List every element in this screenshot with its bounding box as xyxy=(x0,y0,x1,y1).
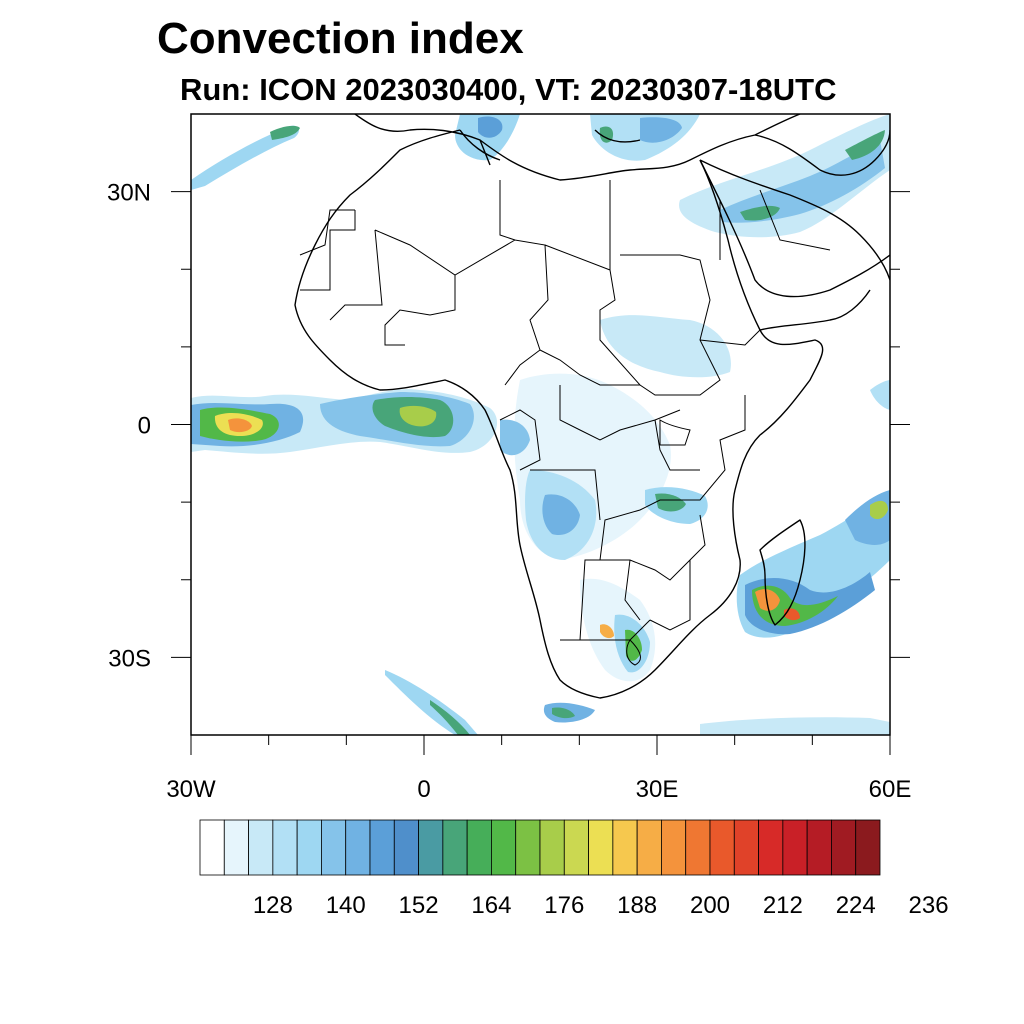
shading-blob xyxy=(625,629,642,661)
colorbar-label: 176 xyxy=(544,892,584,919)
shading-blob xyxy=(191,125,299,190)
run-subtitle: Run: ICON 2023030400, VT: 20230307-18UTC xyxy=(180,72,837,107)
shading-blob xyxy=(478,116,503,138)
colorbar-label: 164 xyxy=(471,892,511,919)
shading-blob xyxy=(655,493,686,512)
arabia-border xyxy=(719,189,831,260)
colorbar-swatch xyxy=(296,819,322,876)
shading-blob xyxy=(700,717,890,735)
colorbar-swatch xyxy=(491,819,517,876)
colorbar-label: 188 xyxy=(617,892,657,919)
africa-coastline xyxy=(294,114,824,699)
x-tick-label: 30W xyxy=(166,776,216,803)
italy-coast xyxy=(459,129,501,166)
colorbar-label: 152 xyxy=(399,892,439,919)
colorbar-swatch xyxy=(636,819,662,876)
colorbar-swatch xyxy=(393,819,419,876)
shading-blob xyxy=(228,418,252,433)
shading-blob xyxy=(500,419,530,456)
shading-blob xyxy=(640,117,682,143)
colorbar-swatch xyxy=(199,819,225,876)
shading-blob xyxy=(755,589,780,611)
map-title: Convection index xyxy=(157,14,524,63)
x-tick-label: 60E xyxy=(869,776,912,803)
shading-blob xyxy=(270,125,300,140)
colorbar-swatch xyxy=(709,819,735,876)
shading-blob xyxy=(599,126,614,143)
colorbar-swatch xyxy=(733,819,759,876)
colorbar-label: 212 xyxy=(763,892,803,919)
colorbar-swatch xyxy=(418,819,444,876)
colorbar-swatch xyxy=(248,819,274,876)
crete-coast xyxy=(594,129,641,143)
colorbar-swatch xyxy=(223,819,249,876)
y-tick-label: 0 xyxy=(138,413,151,440)
colorbar-swatch xyxy=(612,819,638,876)
colorbar-swatch xyxy=(369,819,395,876)
shading-blob xyxy=(870,500,888,520)
colorbar-swatch xyxy=(831,819,857,876)
colorbar-swatch xyxy=(515,819,541,876)
colorbar-label: 200 xyxy=(690,892,730,919)
x-tick-labels: 30W 0 30E 60E xyxy=(166,776,911,803)
country-border xyxy=(299,180,761,641)
africa-coastline-layer xyxy=(294,114,890,699)
colorbar-swatch xyxy=(855,819,881,876)
colorbar-labels: 128 140 152 164 176 188 200 212 224 236 xyxy=(253,892,949,919)
shading-blob xyxy=(430,700,470,735)
x-tick-label: 0 xyxy=(417,776,430,803)
shading-blob xyxy=(845,130,885,160)
colorbar-swatch xyxy=(466,819,492,876)
colorbar-swatch xyxy=(345,819,371,876)
colorbar-swatch xyxy=(782,819,808,876)
lesotho-border xyxy=(626,639,641,666)
shading-blob xyxy=(552,707,575,719)
x-tick-label: 30E xyxy=(636,776,679,803)
colorbar-swatch xyxy=(442,819,468,876)
colorbar-swatch xyxy=(539,819,565,876)
shading-blob xyxy=(399,405,437,427)
shading-blob xyxy=(600,315,731,378)
axis-ticks xyxy=(171,191,910,755)
colorbar-label: 236 xyxy=(909,892,949,919)
colorbar-label: 128 xyxy=(253,892,293,919)
y-tick-labels: 30N 0 30S xyxy=(107,180,151,673)
colorbar-swatch xyxy=(806,819,832,876)
shading-blob xyxy=(870,380,890,410)
shading-blob xyxy=(740,205,780,221)
levant-coast xyxy=(754,129,890,176)
madagascar-coastline xyxy=(759,519,806,626)
yemen-coast xyxy=(759,289,871,331)
colorbar-swatch xyxy=(685,819,711,876)
country-borders-layer xyxy=(299,180,831,666)
shading-blob xyxy=(720,140,885,223)
convection-shading-layer xyxy=(191,114,890,735)
y-tick-label: 30N xyxy=(107,180,151,207)
colorbar-swatch xyxy=(321,819,347,876)
shading-blob xyxy=(600,624,614,639)
shading-blob xyxy=(542,494,580,536)
colorbar-swatch xyxy=(272,819,298,876)
colorbar xyxy=(199,819,881,876)
lake-victoria xyxy=(659,419,691,446)
y-tick-label: 30S xyxy=(108,645,151,672)
colorbar-label: 140 xyxy=(326,892,366,919)
arabia-coastline xyxy=(699,159,890,298)
colorbar-swatch xyxy=(661,819,687,876)
colorbar-swatch xyxy=(758,819,784,876)
colorbar-swatch xyxy=(588,819,614,876)
colorbar-label: 224 xyxy=(836,892,876,919)
colorbar-swatch xyxy=(563,819,589,876)
